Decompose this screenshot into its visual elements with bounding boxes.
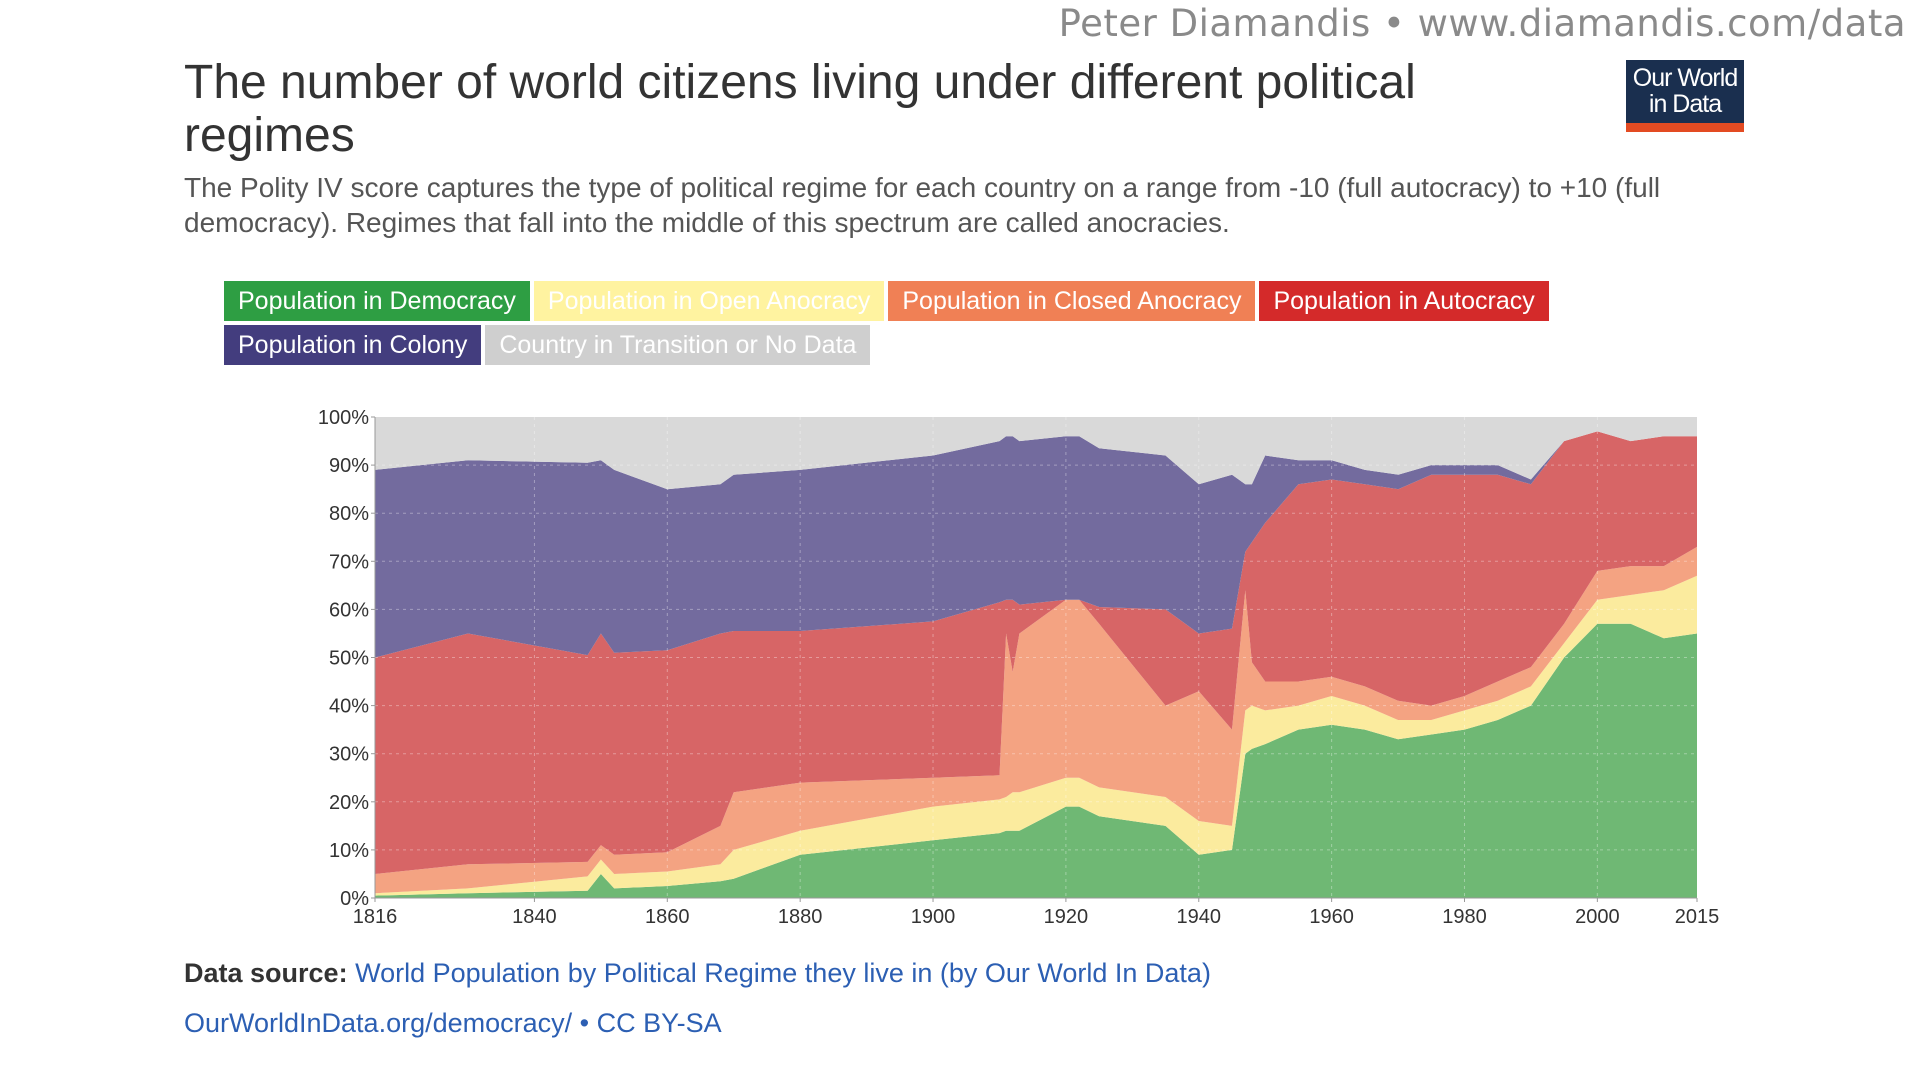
legend-item-population-in-open-anocracy[interactable]: Population in Open Anocracy bbox=[533, 281, 885, 321]
y-tick-label: 10% bbox=[329, 840, 369, 862]
watermark: Peter Diamandis • www.diamandis.com/data bbox=[1058, 2, 1906, 45]
data-source-line: Data source: World Population by Politic… bbox=[184, 958, 1211, 989]
x-tick-label: 1840 bbox=[512, 906, 557, 928]
x-tick-label: 2015 bbox=[1675, 906, 1720, 928]
chart-subtitle: The Polity IV score captures the type of… bbox=[184, 172, 1661, 238]
legend-item-population-in-democracy[interactable]: Population in Democracy bbox=[224, 281, 530, 321]
url-line: OurWorldInData.org/democracy/ • CC BY-SA bbox=[184, 1008, 722, 1039]
x-tick-label: 1860 bbox=[645, 906, 690, 928]
x-tick-label: 1920 bbox=[1044, 906, 1089, 928]
y-tick-label: 20% bbox=[329, 792, 369, 814]
owid-url-link[interactable]: OurWorldInData.org/democracy/ bbox=[184, 1008, 573, 1038]
y-tick-label: 100% bbox=[318, 407, 369, 429]
area-population-in-democracy bbox=[375, 623, 1697, 898]
logo-line-1: Our World bbox=[1632, 64, 1738, 92]
legend-item-population-in-autocracy[interactable]: Population in Autocracy bbox=[1259, 281, 1549, 321]
x-tick-label: 1900 bbox=[911, 906, 956, 928]
y-tick-label: 50% bbox=[329, 648, 369, 670]
license-link[interactable]: • CC BY-SA bbox=[572, 1008, 722, 1038]
x-tick-label: 1960 bbox=[1309, 906, 1354, 928]
chart-title: The number of world citizens living unde… bbox=[184, 56, 1416, 162]
logo-line-2: in Data bbox=[1648, 90, 1722, 118]
y-tick-label: 0% bbox=[340, 888, 369, 910]
x-tick-label: 1980 bbox=[1442, 906, 1487, 928]
chart-legend: Population in Democracy Population in Ope… bbox=[224, 281, 1664, 365]
x-tick-label: 2000 bbox=[1575, 906, 1620, 928]
area-country-in-transition-or-no-data bbox=[375, 417, 1697, 490]
x-tick-label: 1816 bbox=[353, 906, 398, 928]
legend-item-population-in-colony[interactable]: Population in Colony bbox=[224, 325, 482, 365]
x-tick-label: 1880 bbox=[778, 906, 823, 928]
area-population-in-closed-anocracy bbox=[375, 546, 1697, 894]
y-tick-label: 30% bbox=[329, 744, 369, 766]
y-tick-label: 40% bbox=[329, 696, 369, 718]
y-tick-label: 70% bbox=[329, 551, 369, 573]
x-tick-label: 1940 bbox=[1177, 906, 1222, 928]
y-tick-label: 90% bbox=[329, 455, 369, 477]
area-population-in-colony bbox=[375, 431, 1697, 658]
legend-item-population-in-closed-anocracy[interactable]: Population in Closed Anocracy bbox=[888, 281, 1256, 321]
data-source-label: Data source: bbox=[184, 958, 348, 988]
y-tick-label: 80% bbox=[329, 503, 369, 525]
legend-item-country-in-transition-or-no-data[interactable]: Country in Transition or No Data bbox=[485, 325, 871, 365]
y-tick-label: 60% bbox=[329, 599, 369, 621]
stacked-area-chart: 0% 10% 20% 30% 40% 50% 60% 70% 80% 90% 100% 1816 184… bbox=[318, 407, 1720, 928]
data-source-link[interactable]: World Population by Political Regime the… bbox=[355, 958, 1211, 988]
area-population-in-autocracy bbox=[375, 431, 1697, 874]
our-world-in-data-logo[interactable]: Our World in Data bbox=[1626, 60, 1744, 132]
